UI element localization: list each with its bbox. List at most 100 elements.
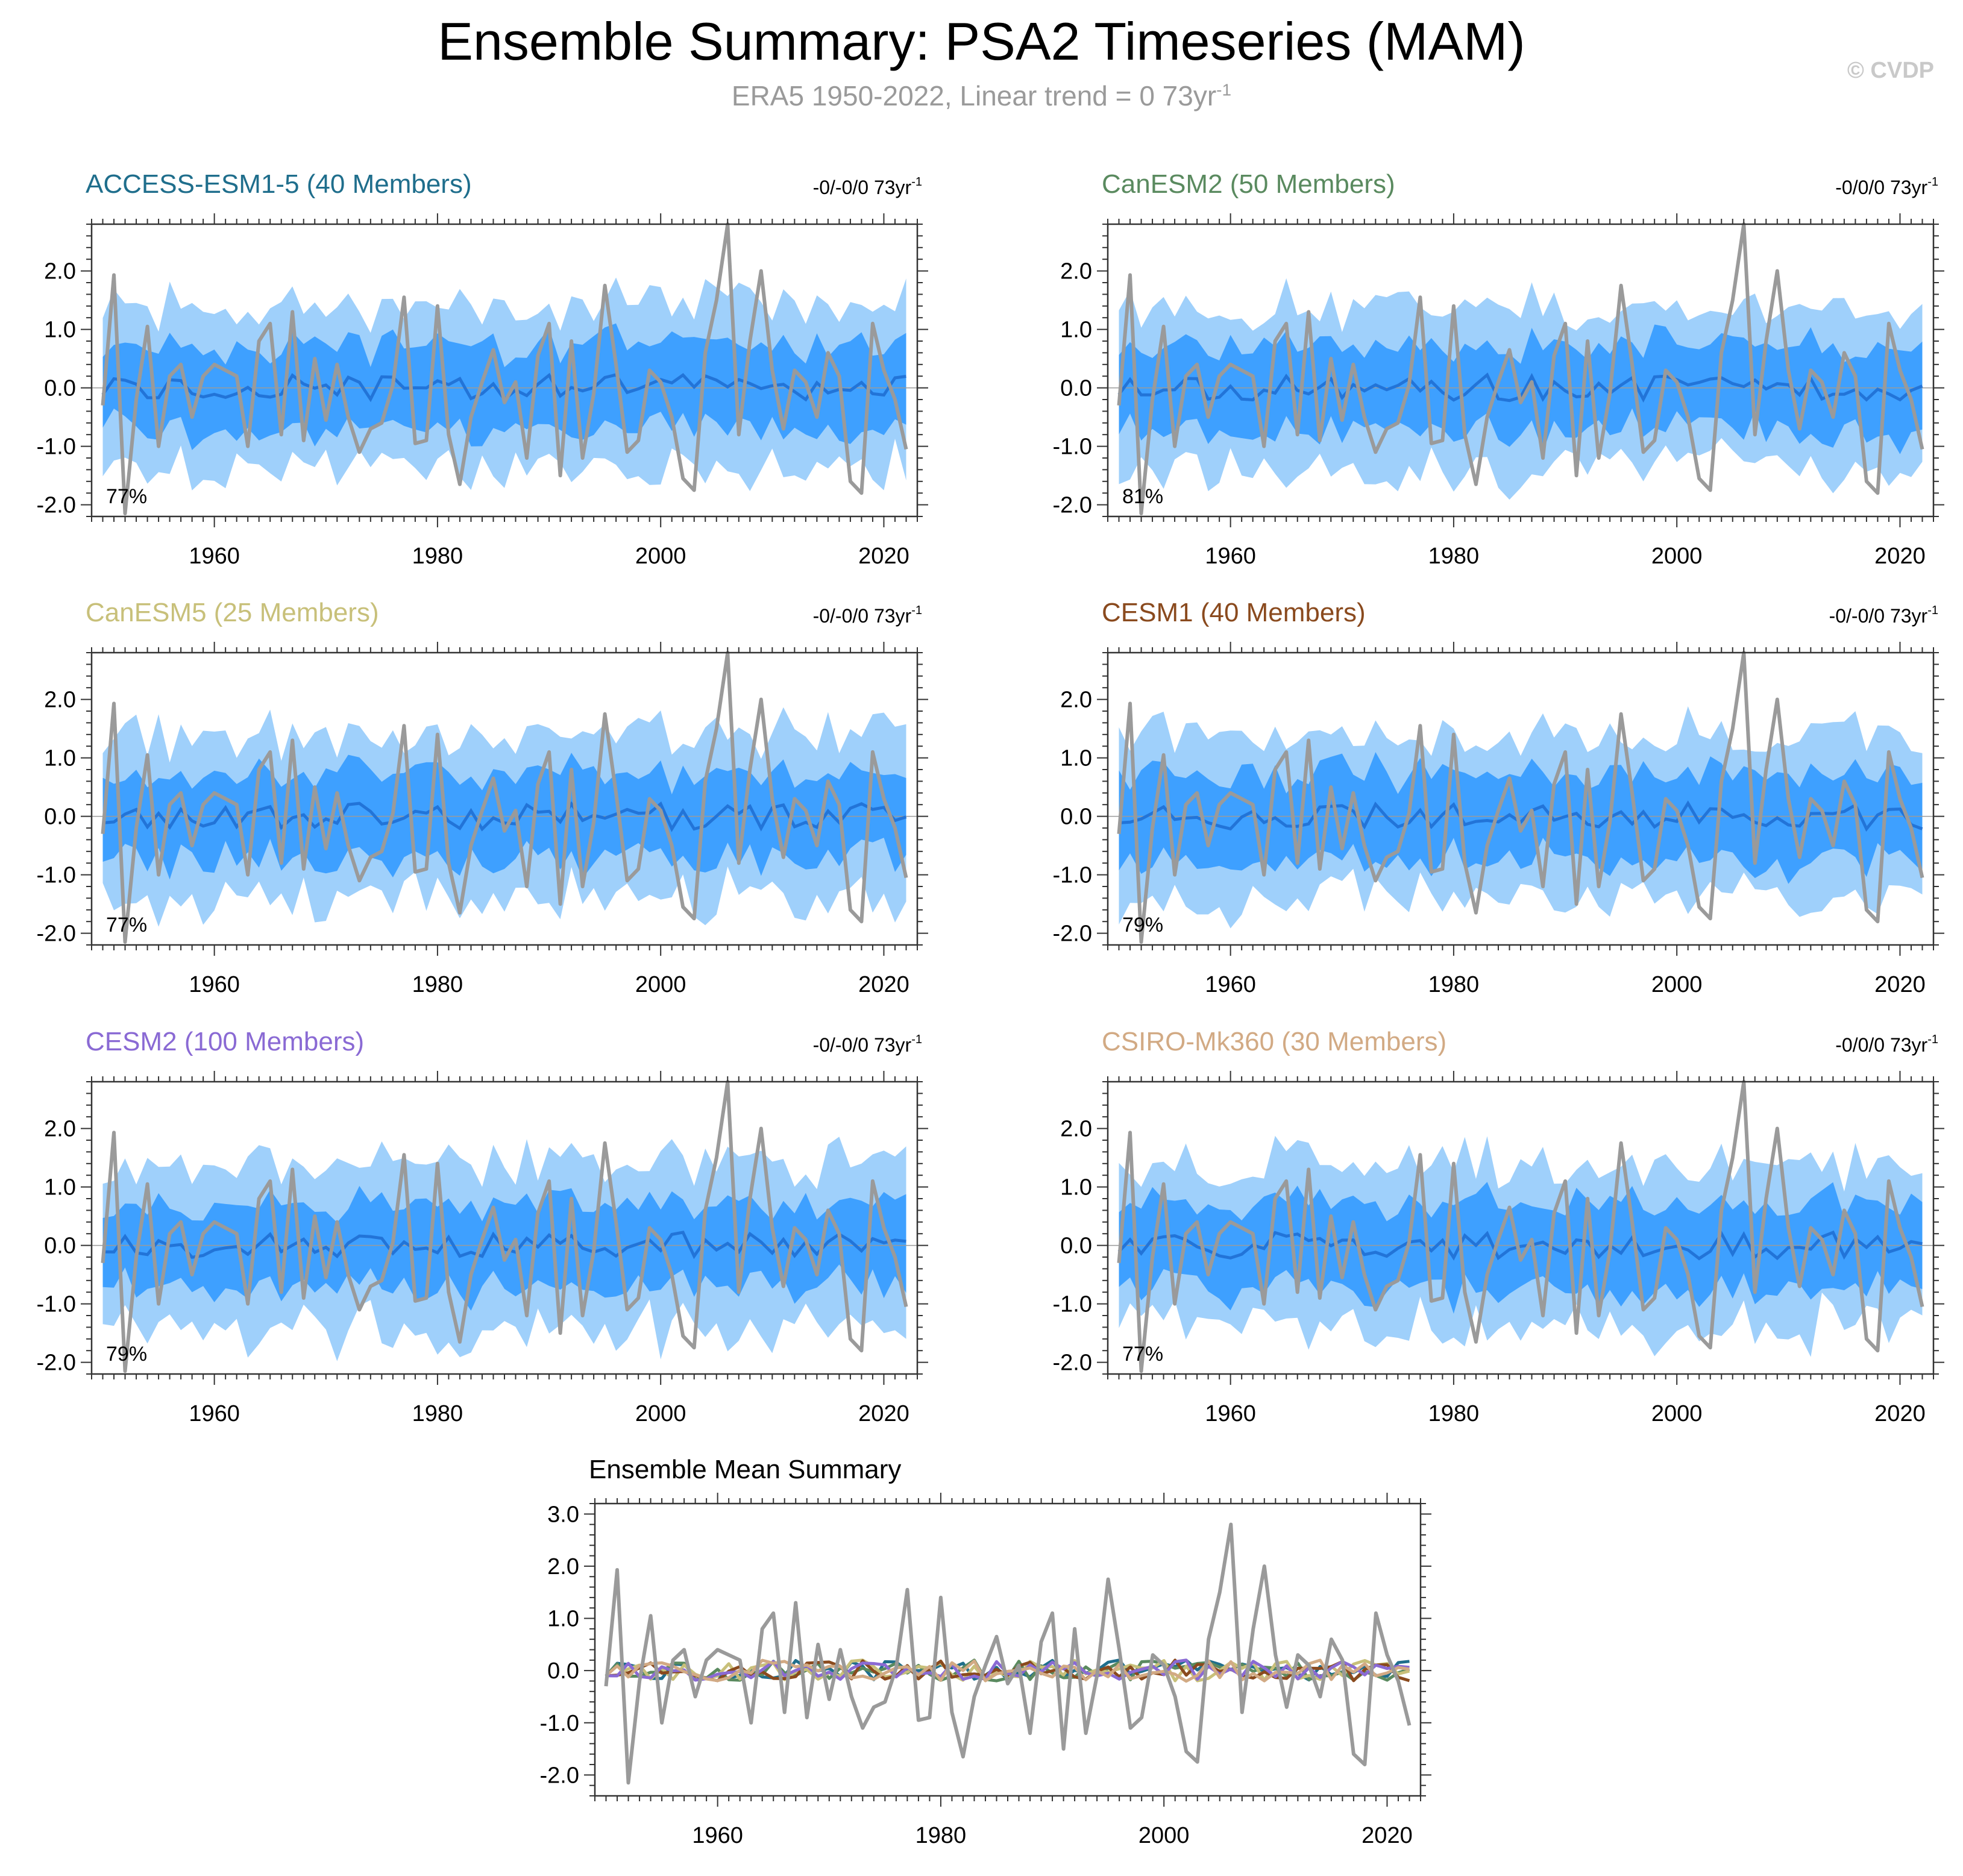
panel-csiro-mk360-y-tick-label: 2.0 [1060,1117,1092,1142]
panel-access-esm1-5-x-tick-label: 2020 [858,544,909,569]
panel-cesm1: 1960 1980 2000 2020 -2.0 -1.0 0.0 1.0 2.0 CESM1 (… [1053,598,1944,997]
panel-canesm5-trend-unit-exponent: -1 [911,604,922,617]
panel-cesm2-trend-unit-exponent: -1 [911,1033,922,1046]
panel-canesm2-x-tick-label: 2000 [1651,544,1703,569]
panel-access-esm1-5-y-tick-label: -1.0 [37,434,76,460]
panel-cesm1-trend-unit-exponent: -1 [1927,604,1938,617]
panel-ensemble-mean-summary-x-tick-label: 1980 [916,1823,967,1848]
panel-cesm1-trend-value: -0/-0/0 73yr [1829,605,1928,627]
panel-canesm5-y-tick-label: 1.0 [44,746,76,771]
panel-canesm5-x-tick-label: 1980 [412,972,463,997]
page-subtitle: ERA5 1950-2022, Linear trend = 0 73yr-1 [0,80,1963,112]
panel-canesm5-y-tick-label: -2.0 [37,921,76,947]
panel-csiro-mk360-y-tick-label: -1.0 [1053,1292,1092,1317]
panel-cesm2-percent-label: 79% [106,1343,147,1366]
panel-cesm2-y-tick-label: 2.0 [44,1117,76,1142]
panel-cesm2: 1960 1980 2000 2020 -2.0 -1.0 0.0 1.0 2.0 CESM2 (… [37,1027,928,1426]
panel-canesm5-trend-value: -0/-0/0 73yr [813,605,912,627]
panel-canesm5-title: CanESM5 (25 Members) [86,598,379,627]
panel-canesm5-y-tick-label: 2.0 [44,688,76,713]
panel-csiro-mk360-y-tick-label: 0.0 [1060,1234,1092,1259]
panel-access-esm1-5-x-tick-label: 2000 [635,544,686,569]
panel-cesm2-observed-line [101,1080,908,1373]
subtitle-text: ERA5 1950-2022, Linear trend = 0 73yr [731,80,1217,111]
panel-cesm2-title: CESM2 (100 Members) [86,1027,364,1056]
panel-cesm2-trend-text: -0/-0/0 73yr-1 [813,1033,922,1056]
panel-canesm2-trend-unit-exponent: -1 [1927,175,1938,189]
panel-cesm2-x-tick-label: 2000 [635,1401,686,1426]
panel-cesm1-y-tick-label: -1.0 [1053,863,1092,888]
panel-cesm1-y-tick-label: -2.0 [1053,921,1092,947]
panel-canesm2-trend-text: -0/0/0 73yr-1 [1835,175,1938,198]
panel-canesm5-x-tick-label: 2020 [858,972,909,997]
panel-access-esm1-5-trend-unit-exponent: -1 [911,175,922,189]
panel-ensemble-mean-summary-y-tick-label: 3.0 [547,1502,579,1527]
panel-csiro-mk360-x-tick-label: 1980 [1428,1401,1480,1426]
panel-canesm5-observed-line [101,651,908,944]
panel-canesm5-y-tick-label: -1.0 [37,863,76,888]
panel-canesm2-y-tick-label: 1.0 [1060,318,1092,343]
subtitle-unit-exponent: -1 [1216,80,1232,99]
panel-cesm2-x-tick-label: 1960 [189,1401,240,1426]
panel-access-esm1-5-observed-line [101,222,908,516]
panel-ensemble-mean-summary-y-tick-label: 2.0 [547,1554,579,1580]
panel-cesm1-trend-text: -0/-0/0 73yr-1 [1829,604,1938,627]
panel-cesm2-x-tick-label: 2020 [858,1401,909,1426]
panel-access-esm1-5-y-tick-label: 0.0 [44,376,76,401]
panel-canesm5-y-tick-label: 0.0 [44,805,76,830]
panel-csiro-mk360-observed-line [1117,1080,1924,1373]
panel-csiro-mk360: 1960 1980 2000 2020 -2.0 -1.0 0.0 1.0 2.0 CSIRO-M… [1053,1027,1944,1426]
panel-canesm5-x-tick-label: 2000 [635,972,686,997]
panel-access-esm1-5-y-tick-label: -2.0 [37,493,76,518]
panel-ensemble-mean-summary-x-tick-label: 1960 [692,1823,743,1848]
panel-canesm2-y-tick-label: 2.0 [1060,259,1092,284]
panel-access-esm1-5-title: ACCESS-ESM1-5 (40 Members) [86,169,472,199]
panel-cesm2-ensemble-mean-line [102,1231,906,1260]
panel-csiro-mk360-title: CSIRO-Mk360 (30 Members) [1102,1027,1446,1056]
panel-cesm1-y-tick-label: 0.0 [1060,805,1092,830]
panel-access-esm1-5-y-tick-label: 2.0 [44,259,76,284]
panel-canesm2: 1960 1980 2000 2020 -2.0 -1.0 0.0 1.0 2.0 CanESM2… [1053,169,1944,569]
panel-cesm2-y-tick-label: 0.0 [44,1234,76,1259]
panel-cesm2-y-tick-label: 1.0 [44,1175,76,1200]
panel-csiro-mk360-trend-text: -0/0/0 73yr-1 [1835,1033,1938,1056]
panel-csiro-mk360-x-tick-label: 2020 [1874,1401,1926,1426]
panel-access-esm1-5-x-tick-label: 1960 [189,544,240,569]
panel-ensemble-mean-summary-x-tick-label: 2020 [1362,1823,1413,1848]
panel-canesm2-y-tick-label: -2.0 [1053,493,1092,518]
panel-canesm5-trend-text: -0/-0/0 73yr-1 [813,604,922,627]
panel-access-esm1-5-y-tick-label: 1.0 [44,318,76,343]
cvdp-watermark: © CVDP [1847,58,1934,83]
panel-ensemble-mean-summary-y-tick-label: 0.0 [547,1658,579,1684]
panel-ensemble-mean-summary-title: Ensemble Mean Summary [589,1455,901,1484]
panel-csiro-mk360-percent-label: 77% [1122,1343,1163,1366]
panel-ensemble-mean-summary-y-tick-label: -1.0 [540,1711,579,1736]
panel-cesm2-y-tick-label: -1.0 [37,1292,76,1317]
panel-access-esm1-5-percent-label: 77% [106,485,147,508]
panel-cesm2-trend-value: -0/-0/0 73yr [813,1034,912,1056]
panel-cesm1-percent-label: 79% [1122,914,1163,936]
panel-csiro-mk360-x-tick-label: 2000 [1651,1401,1703,1426]
panel-cesm2-y-tick-label: -2.0 [37,1351,76,1376]
panel-canesm2-percent-label: 81% [1122,485,1163,508]
page-title: Ensemble Summary: PSA2 Timeseries (MAM) [438,11,1525,71]
panel-access-esm1-5: 1960 1980 2000 2020 -2.0 -1.0 0.0 1.0 2.0 ACCESS-… [37,169,928,569]
panel-canesm2-x-tick-label: 1960 [1205,544,1256,569]
panel-ensemble-mean-summary-x-tick-label: 2000 [1139,1823,1190,1848]
panel-cesm1-y-tick-label: 1.0 [1060,746,1092,771]
panel-cesm1-title: CESM1 (40 Members) [1102,598,1366,627]
panel-canesm2-y-tick-label: -1.0 [1053,434,1092,460]
panel-csiro-mk360-x-tick-label: 1960 [1205,1401,1256,1426]
panel-ensemble-mean-summary-y-tick-label: 1.0 [547,1607,579,1632]
panel-csiro-mk360-y-tick-label: -2.0 [1053,1351,1092,1376]
panel-ensemble-mean-summary-y-tick-label: -2.0 [540,1763,579,1788]
panel-canesm2-observed-line [1117,222,1924,516]
panel-canesm2-x-tick-label: 1980 [1428,544,1480,569]
panel-ensemble-mean-summary: 1960 1980 2000 2020 -2.0 -1.0 0.0 1.0 2.0 3.0 Ense… [540,1455,1431,1848]
panel-canesm5: 1960 1980 2000 2020 -2.0 -1.0 0.0 1.0 2.0 CanESM5… [37,598,928,997]
panel-canesm5-percent-label: 77% [106,914,147,936]
panel-canesm2-x-tick-label: 2020 [1874,544,1926,569]
panel-cesm1-y-tick-label: 2.0 [1060,688,1092,713]
panel-cesm2-x-tick-label: 1980 [412,1401,463,1426]
